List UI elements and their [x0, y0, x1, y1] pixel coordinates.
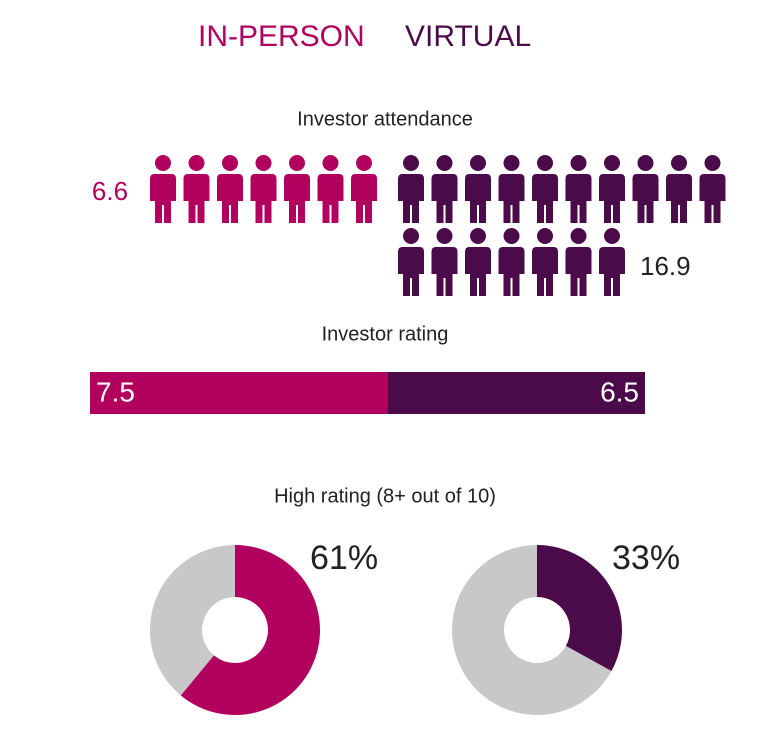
person-head — [155, 155, 171, 171]
donut-label: 33% — [612, 539, 680, 577]
person-body — [498, 247, 525, 296]
person-head — [222, 155, 238, 171]
person-head — [637, 155, 654, 171]
person-body — [398, 174, 424, 223]
person-head — [470, 228, 486, 244]
person-head — [537, 228, 553, 244]
person-body — [465, 174, 491, 223]
person-head — [537, 155, 553, 171]
person-body — [599, 247, 625, 296]
person-head — [188, 155, 205, 171]
donut-value — [180, 545, 320, 716]
high-rating-title: High rating (8+ out of 10) — [274, 485, 496, 507]
donut-rest — [451, 545, 612, 715]
person-head — [470, 155, 486, 171]
person-body — [284, 174, 310, 223]
person-body — [666, 174, 692, 223]
person-body — [532, 174, 558, 223]
rating-title: Investor rating — [322, 323, 449, 345]
person-head — [436, 155, 453, 171]
attendance-icons — [150, 155, 377, 223]
attendance-label-virtual: 16.9 — [640, 251, 691, 281]
person-head — [503, 155, 520, 171]
person-body — [431, 247, 458, 296]
person-body — [699, 174, 726, 223]
person-head — [356, 155, 372, 171]
person-head — [289, 155, 305, 171]
person-body — [317, 174, 344, 223]
person-head — [704, 155, 721, 171]
person-head — [570, 228, 587, 244]
person-body — [565, 174, 592, 223]
donut-label: 61% — [310, 539, 378, 577]
attendance-icons — [398, 155, 726, 296]
donut-value — [537, 545, 622, 671]
person-head — [436, 228, 453, 244]
person-head — [570, 155, 587, 171]
person-head — [255, 155, 272, 171]
person-head — [671, 155, 687, 171]
person-body — [217, 174, 243, 223]
person-body — [532, 247, 558, 296]
legend-in-person: IN-PERSON — [198, 20, 365, 53]
person-body — [599, 174, 625, 223]
donut-rest — [149, 545, 235, 696]
person-body — [250, 174, 277, 223]
person-body — [398, 247, 424, 296]
legend-virtual: VIRTUAL — [405, 20, 531, 53]
person-body — [351, 174, 377, 223]
person-body — [465, 247, 491, 296]
person-head — [322, 155, 339, 171]
rating-label: 6.5 — [600, 376, 639, 407]
person-body — [565, 247, 592, 296]
person-body — [150, 174, 176, 223]
rating-label: 7.5 — [96, 376, 135, 407]
attendance-title: Investor attendance — [297, 108, 473, 130]
person-head — [604, 155, 620, 171]
person-head — [403, 155, 419, 171]
person-head — [503, 228, 520, 244]
rating-bar — [387, 372, 645, 414]
person-head — [604, 228, 620, 244]
attendance-label-in-person: 6.6 — [92, 176, 128, 206]
person-body — [632, 174, 659, 223]
rating-bar — [90, 372, 388, 414]
person-head — [403, 228, 419, 244]
person-body — [498, 174, 525, 223]
person-body — [431, 174, 458, 223]
person-body — [183, 174, 210, 223]
